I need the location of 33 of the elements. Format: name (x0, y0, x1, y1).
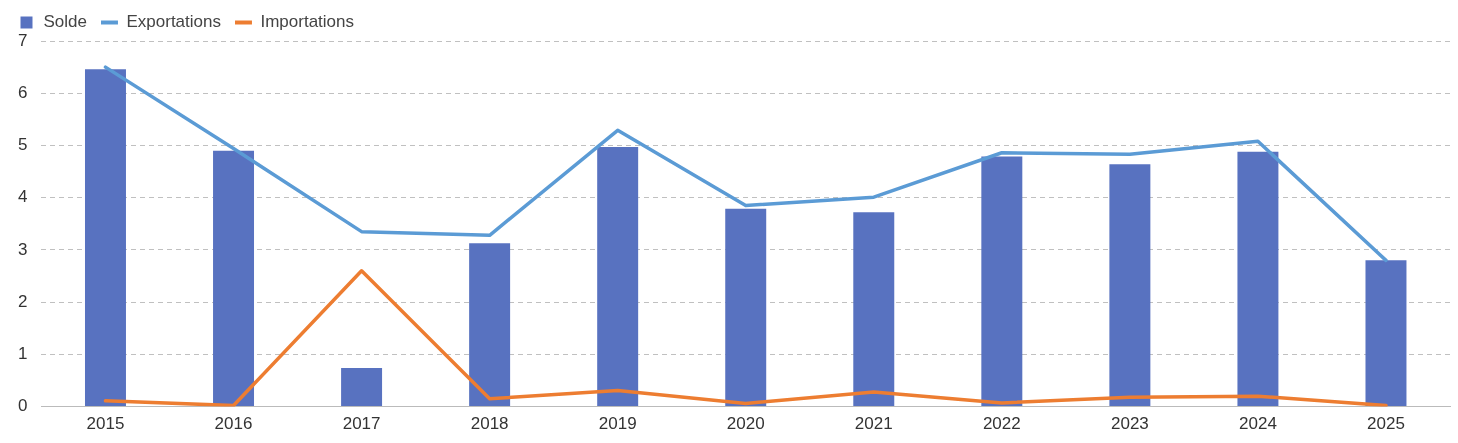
bar (1237, 151, 1279, 407)
bar (1365, 260, 1407, 407)
y-tick-label: 7 (17, 30, 28, 50)
y-tick-label: 1 (17, 344, 28, 364)
x-tick-label: 2023 (1110, 414, 1149, 434)
bar (341, 367, 383, 407)
x-tick-label: 2021 (854, 414, 893, 434)
x-tick-label: 2015 (86, 414, 125, 434)
legend-label: Importations (260, 12, 355, 32)
bar (469, 243, 511, 407)
bar (1109, 164, 1151, 407)
bar (853, 212, 895, 407)
y-tick-label: 4 (17, 187, 28, 207)
y-tick-label: 6 (17, 82, 28, 102)
bar (725, 208, 767, 407)
y-tick-label: 0 (17, 396, 28, 416)
bar (213, 150, 255, 407)
y-tick-label: 5 (17, 135, 28, 155)
x-tick-label: 2019 (598, 414, 637, 434)
x-tick-label: 2016 (214, 414, 253, 434)
y-tick-label: 2 (17, 291, 28, 311)
x-tick-label: 2022 (982, 414, 1021, 434)
y-tick-label: 3 (17, 239, 28, 259)
legend-label: Exportations (126, 12, 221, 32)
bar (84, 69, 126, 407)
x-tick-label: 2020 (726, 414, 765, 434)
x-tick-label: 2018 (470, 414, 509, 434)
x-tick-label: 2017 (342, 414, 381, 434)
bar (981, 156, 1023, 407)
legend-label: Solde (43, 12, 87, 32)
bar (597, 147, 639, 407)
x-tick-label: 2024 (1239, 414, 1277, 434)
x-tick-label: 2025 (1367, 414, 1405, 434)
